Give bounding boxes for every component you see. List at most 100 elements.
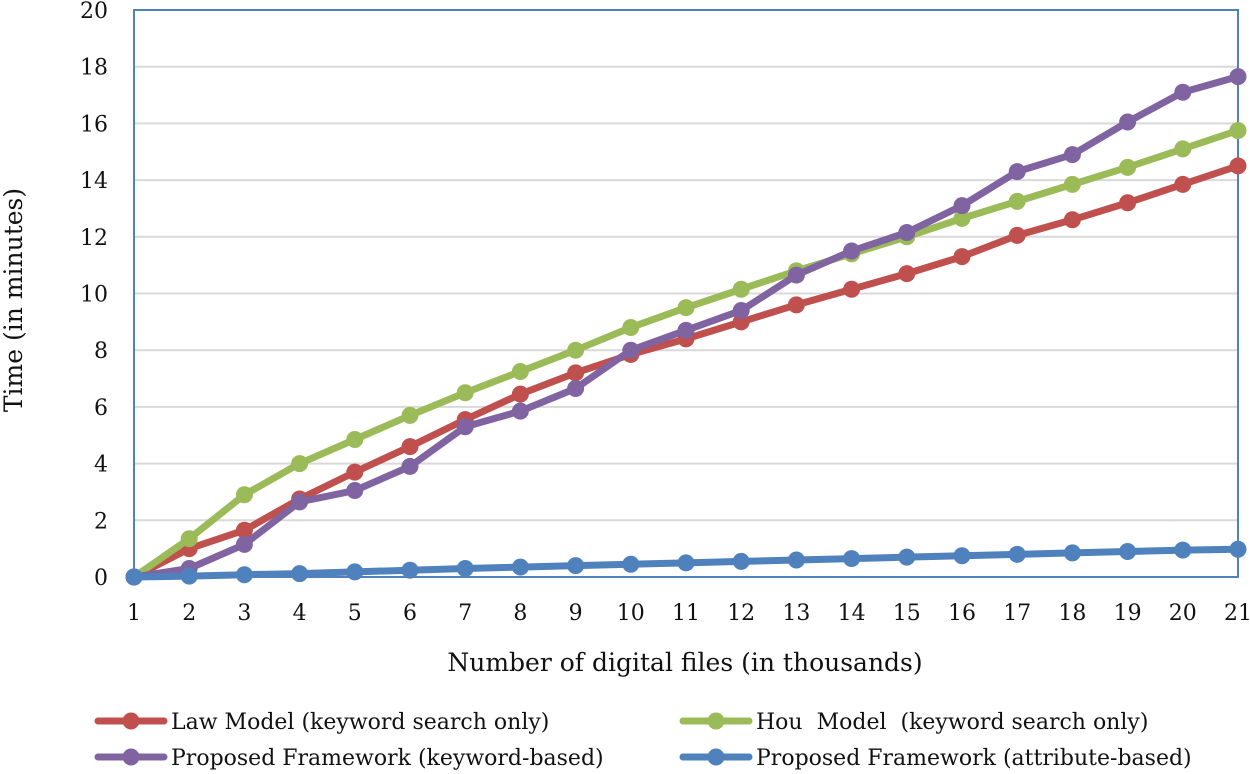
legend-swatch-marker — [122, 748, 140, 766]
data-point — [456, 418, 474, 436]
data-point — [898, 548, 916, 566]
data-point — [401, 406, 419, 424]
x-tick-labels: 1 2 3 4 5 6 7 8 9 10 11 12 13 14 15 16 17 18 19 20 21 — [127, 601, 1250, 626]
data-point — [401, 561, 419, 579]
data-point — [346, 431, 364, 449]
data-point — [622, 319, 640, 337]
legend-label: Hou Model (keyword search only) — [756, 710, 1148, 735]
data-point — [1229, 68, 1247, 86]
x-tick-label: 18 — [1058, 601, 1086, 626]
data-point — [1063, 146, 1081, 164]
data-point — [1174, 541, 1192, 559]
data-point — [843, 242, 861, 260]
data-point — [953, 209, 971, 227]
y-tick-label: 0 — [94, 566, 108, 591]
y-tick-label: 16 — [80, 112, 108, 137]
data-point — [1008, 163, 1026, 181]
x-tick-label: 12 — [727, 601, 755, 626]
data-point — [401, 438, 419, 456]
series-2 — [125, 121, 1247, 586]
legend-swatch-marker — [122, 712, 140, 730]
data-point — [787, 551, 805, 569]
data-point — [1119, 194, 1137, 212]
data-point — [1174, 175, 1192, 193]
data-point — [953, 197, 971, 215]
y-tick-label: 10 — [80, 283, 108, 308]
data-point — [1229, 157, 1247, 175]
data-point — [291, 455, 309, 473]
data-point — [898, 224, 916, 242]
data-point — [1229, 121, 1247, 139]
data-point — [511, 385, 529, 403]
x-tick-label: 6 — [403, 601, 417, 626]
data-point — [125, 568, 143, 586]
data-point — [1063, 211, 1081, 229]
data-point — [1119, 158, 1137, 176]
x-tick-label: 11 — [672, 601, 700, 626]
data-point — [456, 559, 474, 577]
y-tick-label: 6 — [94, 396, 108, 421]
x-tick-label: 9 — [569, 601, 583, 626]
data-point — [346, 463, 364, 481]
legend: Law Model (keyword search only) Hou Model… — [94, 710, 1192, 771]
x-tick-label: 15 — [893, 601, 921, 626]
data-point — [567, 364, 585, 382]
data-point — [1063, 175, 1081, 193]
data-point — [677, 299, 695, 317]
x-tick-label: 16 — [948, 601, 976, 626]
data-point — [732, 302, 750, 320]
data-point — [511, 558, 529, 576]
data-point — [180, 567, 198, 585]
x-tick-label: 7 — [458, 601, 472, 626]
y-tick-label: 8 — [94, 339, 108, 364]
y-tick-label: 14 — [80, 169, 108, 194]
x-tick-label: 3 — [237, 601, 251, 626]
data-point — [1063, 544, 1081, 562]
x-tick-label: 19 — [1114, 601, 1142, 626]
data-point — [567, 557, 585, 575]
legend-swatch-marker — [707, 748, 725, 766]
x-axis-title: Number of digital files (in thousands) — [447, 648, 922, 677]
data-point — [567, 341, 585, 359]
series-4 — [125, 540, 1247, 586]
x-tick-label: 20 — [1169, 601, 1197, 626]
data-point — [622, 555, 640, 573]
data-point — [1008, 545, 1026, 563]
data-point — [180, 530, 198, 548]
data-point — [1174, 83, 1192, 101]
legend-item: Proposed Framework (attribute-based) — [679, 746, 1192, 771]
data-point — [787, 296, 805, 314]
y-tick-label: 4 — [94, 453, 108, 478]
x-tick-label: 5 — [348, 601, 362, 626]
x-tick-label: 10 — [617, 601, 645, 626]
data-point — [622, 341, 640, 359]
x-tick-label: 21 — [1224, 601, 1250, 626]
data-point — [567, 379, 585, 397]
legend-label: Proposed Framework (attribute-based) — [756, 746, 1192, 771]
data-point — [843, 550, 861, 568]
x-tick-label: 17 — [1003, 601, 1031, 626]
x-tick-label: 2 — [182, 601, 196, 626]
data-point — [898, 265, 916, 283]
data-point — [1119, 542, 1137, 560]
data-point — [291, 493, 309, 511]
data-point — [235, 521, 253, 539]
legend-swatch-marker — [707, 712, 725, 730]
data-point — [346, 563, 364, 581]
data-point — [456, 384, 474, 402]
y-tick-label: 12 — [80, 226, 108, 251]
plot-area-border — [133, 9, 1239, 578]
data-point — [1174, 140, 1192, 158]
data-point — [953, 547, 971, 565]
series-group — [125, 68, 1247, 586]
data-point — [235, 486, 253, 504]
data-point — [732, 552, 750, 570]
data-point — [953, 248, 971, 266]
x-tick-label: 1 — [127, 601, 141, 626]
data-point — [732, 280, 750, 298]
data-point — [1008, 192, 1026, 210]
x-tick-label: 8 — [513, 601, 527, 626]
y-tick-label: 2 — [94, 509, 108, 534]
data-point — [787, 266, 805, 284]
